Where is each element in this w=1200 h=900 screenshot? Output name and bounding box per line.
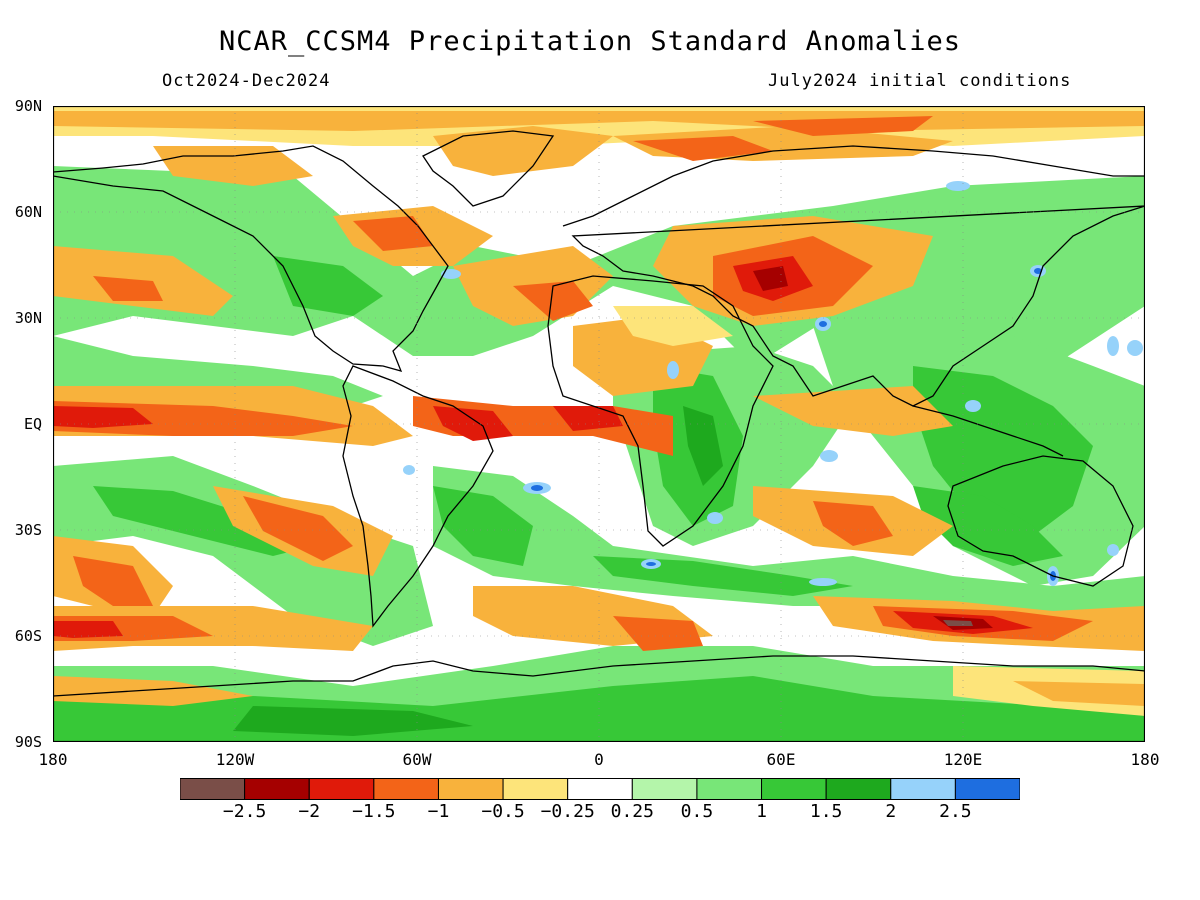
- map-title: NCAR_CCSM4 Precipitation Standard Anomal…: [219, 26, 961, 57]
- lat-label-eq: EQ: [23, 415, 42, 433]
- colorbar-swatch: [696, 778, 763, 800]
- colorbar-tick-label: −1: [427, 801, 450, 822]
- lat-label-30s: 30S: [14, 521, 42, 539]
- colorbar-swatch: [631, 778, 698, 800]
- graticule: [53, 106, 1145, 742]
- colorbar-swatch: [890, 778, 956, 800]
- forecast-period: Oct2024-Dec2024: [162, 71, 331, 91]
- lon-label-120e: 120E: [943, 750, 983, 769]
- lat-label-90s: 90S: [14, 733, 42, 751]
- africa-coast: [547, 275, 774, 547]
- colorbar-swatch: [825, 778, 892, 800]
- eurasia-coast: [562, 145, 1145, 407]
- precipitation-anomaly-map: [53, 106, 1145, 742]
- south-america-coast: [342, 365, 494, 628]
- colorbar: [180, 778, 1020, 800]
- lon-label-60e: 60E: [766, 750, 796, 769]
- colorbar-tick-label: 2: [885, 801, 897, 822]
- greenland-coast: [422, 130, 555, 207]
- lat-label-90n: 90N: [14, 97, 42, 115]
- colorbar-swatch: [502, 778, 569, 800]
- australia-coast: [947, 455, 1134, 587]
- colorbar-swatch: [373, 778, 439, 800]
- lon-label-120w: 120W: [215, 750, 255, 769]
- antarctica-coast: [53, 655, 1145, 697]
- colorbar-tick-label: 1.5: [809, 801, 843, 822]
- colorbar-tick-label: 0.5: [680, 801, 714, 822]
- map-border: [53, 106, 1145, 742]
- colorbar-tick-label: 1: [756, 801, 767, 822]
- lat-label-60s: 60S: [14, 627, 42, 645]
- colorbar-tick-label: 2.5: [939, 801, 972, 822]
- colorbar-swatch: [567, 778, 633, 800]
- initial-conditions: July2024 initial conditions: [768, 71, 1072, 91]
- lat-label-60n: 60N: [14, 203, 42, 221]
- lon-label-180e: 180: [1130, 750, 1160, 769]
- colorbar-tick-label: −1.5: [352, 801, 396, 822]
- indonesia-coast: [912, 405, 1064, 457]
- lon-label-0: 0: [594, 750, 604, 769]
- north-america-coast: [53, 145, 449, 372]
- lat-label-30n: 30N: [14, 309, 42, 327]
- colorbar-swatch: [437, 778, 504, 800]
- dry-anomaly-regions: [53, 106, 1145, 716]
- colorbar-tick-label: 0.25: [610, 801, 654, 822]
- colorbar-swatch: [954, 778, 1020, 800]
- colorbar-tick-label: −2.5: [222, 801, 267, 822]
- colorbar-swatch: [308, 778, 375, 800]
- colorbar-swatch: [244, 778, 310, 800]
- lon-label-180w: 180: [38, 750, 68, 769]
- lon-label-60w: 60W: [402, 750, 432, 769]
- colorbar-swatch: [761, 778, 827, 800]
- colorbar-tick-label: −0.25: [540, 801, 595, 822]
- very-wet-spots: [403, 181, 1143, 586]
- colorbar-tick-label: −0.5: [481, 801, 525, 822]
- colorbar-swatch: [180, 778, 246, 800]
- colorbar-tick-label: −2: [298, 801, 321, 822]
- coastlines: [53, 130, 1145, 697]
